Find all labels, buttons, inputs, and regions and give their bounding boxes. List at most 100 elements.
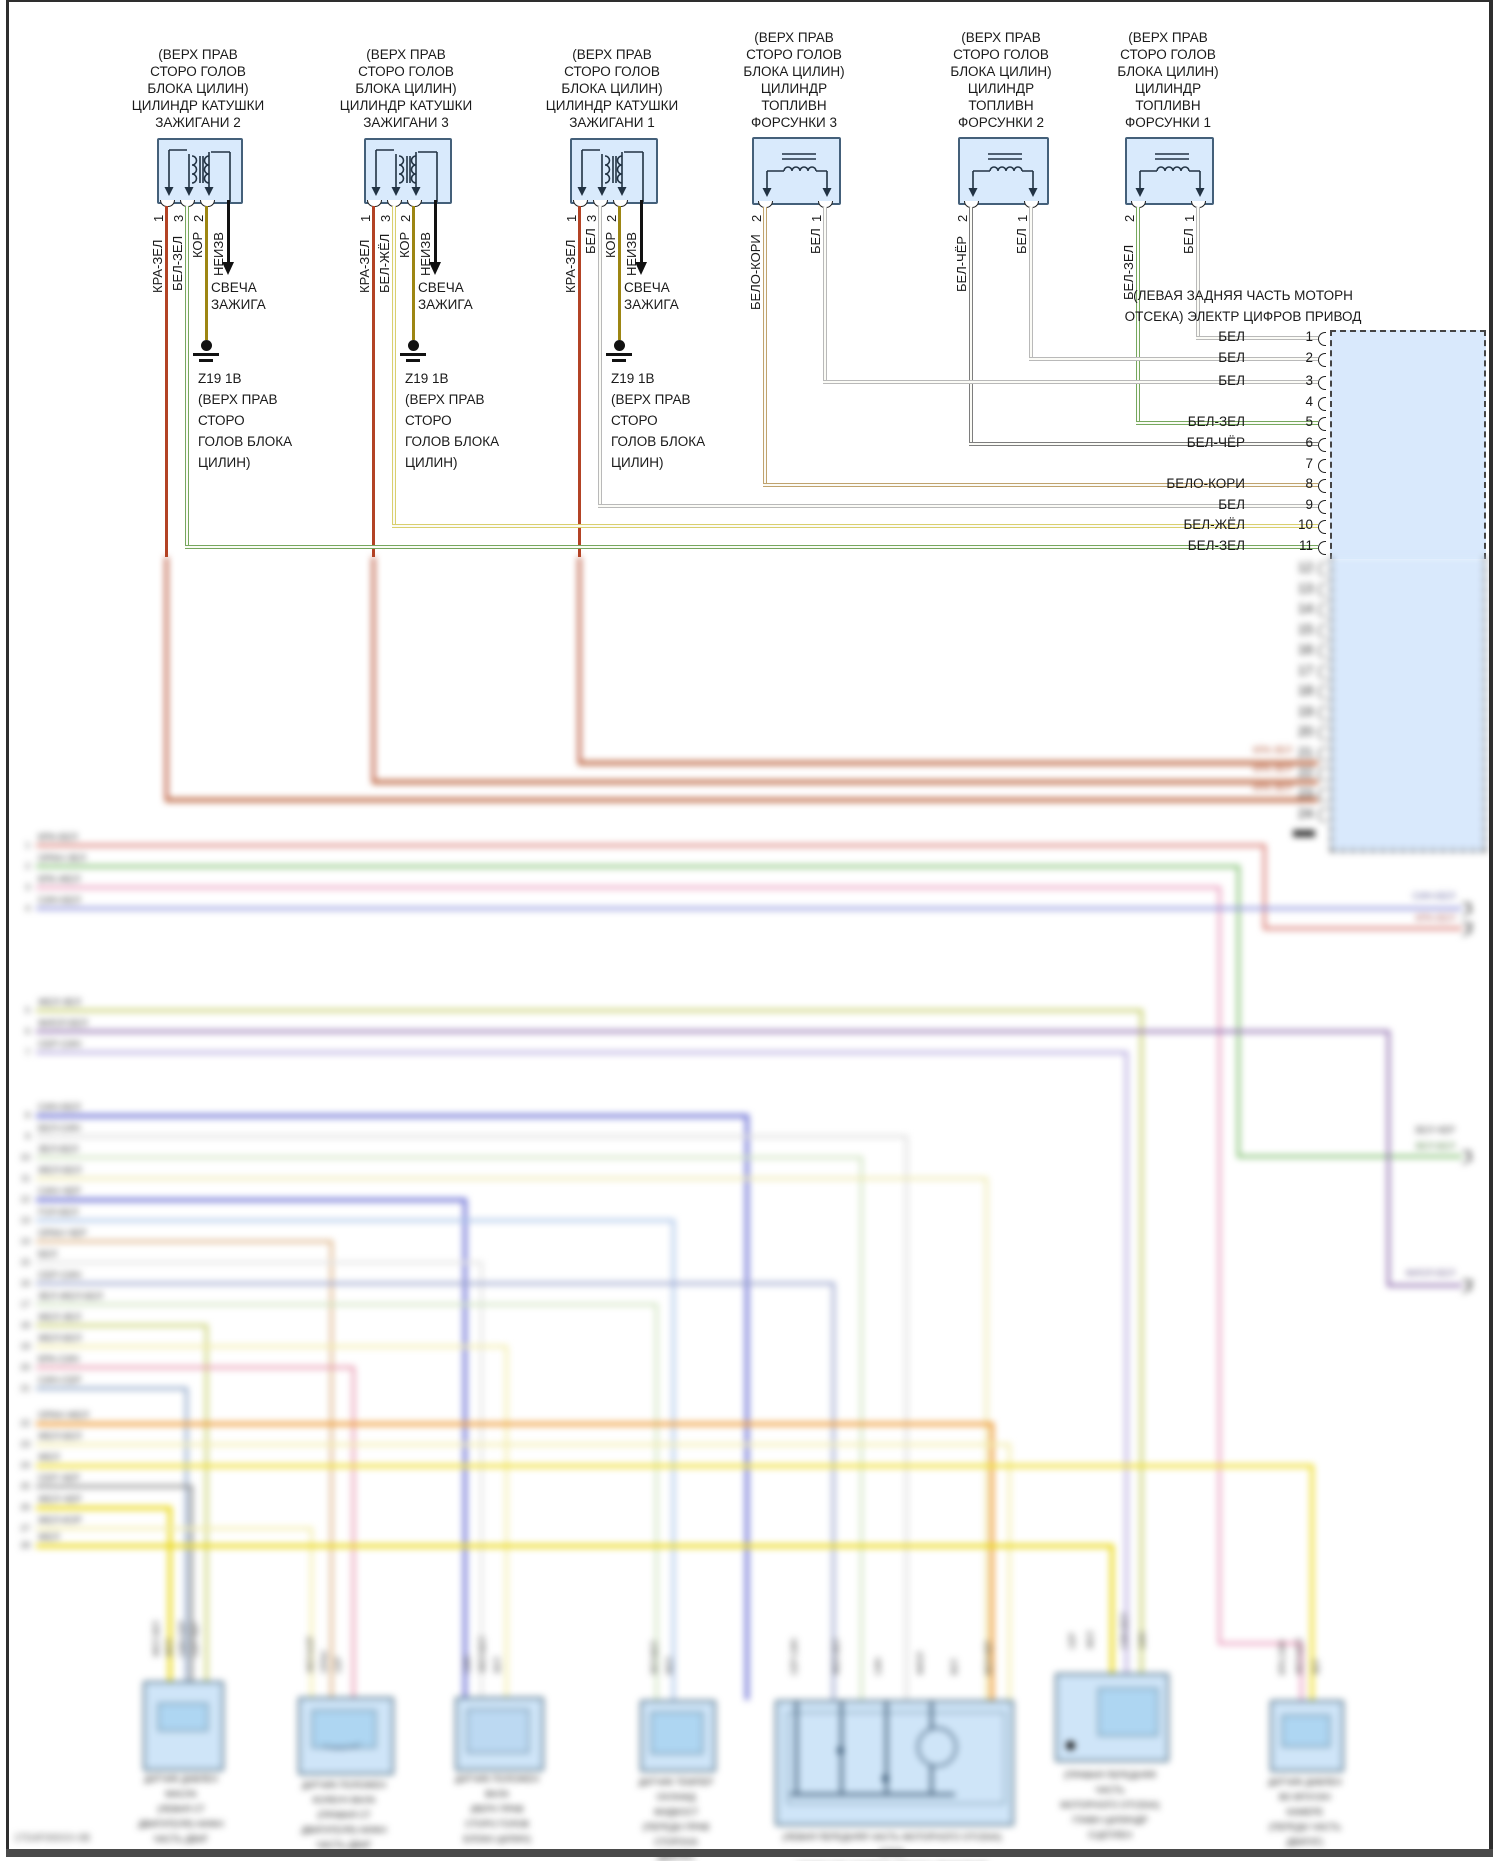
pin-number: 1 (1015, 214, 1030, 222)
ground-bar (612, 359, 626, 362)
ecu-pin-number: 2 (1305, 350, 1313, 365)
blurred-wire-label: ГОЛ-БЕЛ (38, 1207, 79, 1218)
blurred-mini-label: ЖЕЛ (665, 1657, 674, 1675)
label-line: (ВЕРХ ПРАВ (366, 47, 446, 62)
blurred-wire (185, 1387, 188, 1681)
blurred-mini-label: БЕЛ-ЧЕР (984, 1640, 993, 1675)
label-line: ЗАЖИГА (624, 297, 679, 312)
label-line: ТОПЛИВН (968, 98, 1034, 113)
blurred-wire-label: СЕР-СИН (38, 1039, 82, 1050)
blurred-wire-label: СИН-БЕЛ (38, 895, 81, 906)
wire-segment (969, 442, 1318, 446)
ecu-pin-number: 23 (1297, 786, 1313, 801)
blurred-wire (1387, 1030, 1390, 1287)
ground-icon (408, 340, 419, 351)
pin-arc (1318, 562, 1326, 576)
blurred-wire (990, 1422, 994, 1700)
blurred-mini-label: ЖЕЛ-КОР (306, 1636, 315, 1673)
caption-line: ГЛАВН ЦИЛИНДР СЦЕПЛЕН (1072, 1815, 1148, 1840)
wire-segment (372, 206, 375, 557)
caption-line: СТОРО ГОЛОВ (465, 1819, 529, 1829)
blurred-wire-label: ЖЕЛ-КОР (38, 1515, 82, 1526)
label-line: БЛОКА ЦИЛИН) (1117, 64, 1219, 79)
pin-arc (1318, 747, 1326, 761)
blurred-mini-label: ЖЕЛ-ЗЕЛ (832, 1638, 841, 1675)
label-line: БЛОКА ЦИЛИН) (743, 64, 845, 79)
label-line: СТОРО (198, 413, 245, 428)
label-line: СВЕЧА (211, 280, 257, 295)
stub-number: 21 (20, 1383, 30, 1393)
stub-number: 27 (20, 1523, 30, 1533)
blurred-wire-label: КРА-ЖЕЛ (38, 874, 81, 885)
blurred-mini-label: ФИОЛ (916, 1651, 925, 1675)
wire-segment (763, 483, 1318, 487)
blurred-wire (168, 1506, 172, 1681)
label-line: ЦИЛИНДР КАТУШКИ (339, 98, 473, 113)
pin-number: 2 (398, 214, 413, 222)
pin-arc (1318, 726, 1326, 740)
ecu-pin-number: 5 (1305, 414, 1313, 429)
blurred-wire (36, 1443, 1011, 1446)
ground-icon (614, 340, 625, 351)
caption-line: (ВЕРХ ПРАВ (470, 1804, 524, 1814)
spark-plug-line (434, 200, 437, 262)
ecu-pin-number: 24 (1297, 806, 1313, 821)
wire-label: КОР (190, 231, 205, 258)
wire-segment (598, 206, 602, 506)
blurred-wire (372, 557, 375, 784)
blurred-mini-label: СЕР (334, 1656, 343, 1673)
stub-number: 25 (20, 1481, 30, 1491)
label-line: СВЕЧА (624, 280, 670, 295)
spark-label: СВЕЧА ЗАЖИГА (624, 279, 679, 313)
wire-segment (392, 524, 1318, 528)
label-line: (ВЕРХ ПРАВ (198, 392, 278, 407)
blurred-mini-label: СИН (1138, 1631, 1147, 1649)
blurred-mini-label: ЗЕЛ-БЕЛ (650, 1641, 659, 1675)
injector-symbol-icon (762, 153, 832, 197)
pin-number: 3 (171, 214, 186, 222)
blurred-wire (905, 1135, 908, 1700)
ignition-coil-box (570, 138, 658, 204)
label-line: ФОРСУНКИ 3 (750, 115, 838, 130)
blurred-mini-label: ОРАН (320, 1650, 329, 1673)
label-line: ГОЛОВ БЛОКА (405, 434, 500, 449)
ecu-pin-label: БЕЛО-КОРИ (1166, 476, 1245, 491)
caption-line: (ПЕРЕДН ЧАСТЬ (1269, 1822, 1341, 1832)
caption-line: ДВИГАТ) (1286, 1837, 1324, 1847)
stub-number: 17 (20, 1299, 30, 1309)
label-line: (ВЕРХ ПРАВ (405, 392, 485, 407)
ecu-pin-number: 15 (1297, 622, 1313, 637)
blurred-wire (36, 886, 1221, 889)
wire-label: БЕЛ (1014, 228, 1029, 254)
component-line (790, 1793, 955, 1796)
blurred-wire (1387, 1284, 1462, 1287)
component-line (885, 1700, 888, 1795)
blurred-wire-label: ЖЕЛ-ЧЕР (38, 1494, 82, 1505)
coil-symbol-icon (371, 149, 438, 202)
wire-label: КОР (603, 231, 618, 258)
label-line: ЦИЛИН) (198, 455, 251, 470)
label-line: ЗАЖИГА (418, 297, 473, 312)
connector-label: (ВЕРХ ПРАВ СТОРО ГОЛОВ БЛОКА ЦИЛИН) ЦИЛИ… (113, 46, 283, 131)
page-border (6, 1849, 1493, 1857)
caption-line: ЧАСТЬ ДВИГ (153, 1834, 209, 1844)
caption-line: СТОРОНА (654, 1837, 698, 1847)
fuel-injector-box (958, 137, 1049, 205)
label-line: СТОРО ГОЛОВ (358, 64, 454, 79)
blurred-wire-label: ЖЕЛ-ЗЕЛ (38, 1312, 81, 1323)
pin-number: 1 (809, 214, 824, 222)
wire-segment (1029, 357, 1318, 361)
spark-label: СВЕЧА ЗАЖИГА (418, 279, 473, 313)
label-line: (ВЕРХ ПРАВ (572, 47, 652, 62)
pin-number: 2 (749, 214, 764, 222)
label-line: БЛОКА ЦИЛИН) (561, 81, 663, 96)
blurred-wire (1300, 1642, 1303, 1700)
ecu-pin-number: 16 (1297, 642, 1313, 657)
pin-arc (1318, 500, 1326, 514)
blurred-wire-label: КРА-БЕЛ (1415, 913, 1455, 924)
stub-number: 14 (20, 1236, 30, 1246)
pin-arc (1318, 397, 1326, 411)
component-caption: ДАТЧИК ПОЛОЖЕН ВАЛА (ВЕРХ ПРАВ СТОРО ГОЛ… (437, 1772, 557, 1847)
pin-arc (1318, 520, 1326, 534)
pin-arc (1318, 459, 1326, 473)
